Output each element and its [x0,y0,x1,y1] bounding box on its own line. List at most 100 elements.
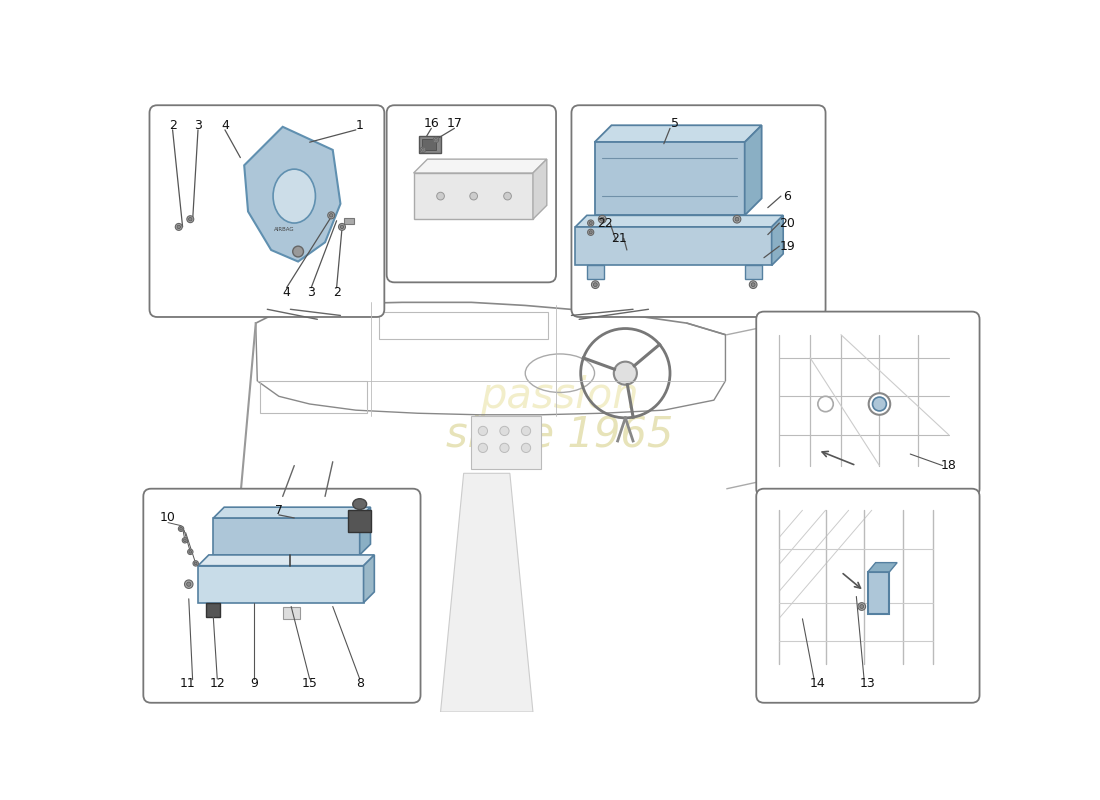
FancyBboxPatch shape [757,312,980,496]
Circle shape [598,215,606,223]
Circle shape [340,225,343,229]
Circle shape [188,549,192,554]
Circle shape [499,426,509,435]
Bar [575,227,772,266]
Circle shape [478,426,487,435]
Polygon shape [360,507,371,555]
Circle shape [178,526,184,531]
Text: 15: 15 [301,677,318,690]
Circle shape [499,443,509,453]
Bar [348,510,372,532]
Circle shape [614,362,637,385]
Circle shape [328,212,334,219]
Polygon shape [772,215,783,266]
Polygon shape [745,126,761,215]
Bar [422,139,436,150]
Circle shape [421,149,425,151]
Bar [378,312,548,338]
FancyBboxPatch shape [387,106,556,282]
Ellipse shape [353,498,366,510]
Circle shape [818,396,834,412]
Circle shape [433,137,439,142]
Polygon shape [198,555,374,566]
Circle shape [504,192,512,200]
Circle shape [593,282,597,286]
Circle shape [735,218,739,221]
Text: 16: 16 [424,118,439,130]
Bar [198,566,363,602]
Text: 21: 21 [612,232,627,245]
Circle shape [470,192,477,200]
Polygon shape [440,474,534,712]
Circle shape [175,223,183,230]
Circle shape [184,539,186,542]
Polygon shape [244,126,341,262]
FancyBboxPatch shape [572,106,825,317]
Circle shape [187,582,191,586]
Circle shape [420,147,426,153]
Text: since 1965: since 1965 [447,414,673,456]
Circle shape [177,225,180,229]
Bar [419,136,440,153]
Text: 5: 5 [671,118,680,130]
Text: 17: 17 [447,118,462,130]
Circle shape [183,538,188,543]
Text: 3: 3 [194,118,202,132]
Bar [745,266,761,279]
Circle shape [192,561,198,566]
FancyBboxPatch shape [143,489,420,702]
Bar [868,572,890,614]
Circle shape [339,223,345,230]
FancyBboxPatch shape [757,489,980,702]
Text: 4: 4 [283,286,290,299]
Polygon shape [868,562,898,572]
Circle shape [188,218,192,221]
Bar [283,606,299,619]
Ellipse shape [273,169,316,223]
Circle shape [858,602,866,610]
Bar [213,518,360,555]
Bar [472,415,541,470]
Circle shape [592,281,600,289]
Text: 6: 6 [783,190,791,202]
Text: 10: 10 [160,511,176,525]
Circle shape [587,230,594,235]
Text: 2: 2 [168,118,176,132]
Text: AIRBAG: AIRBAG [274,226,295,232]
Text: 14: 14 [810,677,826,690]
Circle shape [869,394,890,414]
Text: 1: 1 [355,118,364,132]
Circle shape [521,426,530,435]
Circle shape [330,214,333,217]
Text: 9: 9 [251,677,258,690]
Bar [260,381,367,414]
Polygon shape [213,507,371,518]
Circle shape [293,246,304,257]
Circle shape [872,397,887,411]
Circle shape [434,138,438,142]
Circle shape [590,222,592,225]
Bar [206,602,220,617]
Circle shape [189,550,191,553]
Circle shape [751,282,755,286]
Circle shape [187,216,194,222]
Text: 13: 13 [860,677,876,690]
Circle shape [587,220,594,226]
Text: 18: 18 [940,459,957,472]
Polygon shape [363,555,374,602]
FancyBboxPatch shape [150,106,384,317]
Text: 22: 22 [597,217,613,230]
Text: 12: 12 [209,677,226,690]
Bar [343,218,354,224]
Bar [594,142,745,215]
Circle shape [437,192,444,200]
Text: 19: 19 [779,240,795,253]
Circle shape [733,215,741,223]
Circle shape [521,443,530,453]
Text: 2: 2 [332,286,341,299]
Bar [587,266,604,279]
Circle shape [478,443,487,453]
Circle shape [749,281,757,289]
Polygon shape [414,159,547,173]
Text: 3: 3 [307,286,315,299]
